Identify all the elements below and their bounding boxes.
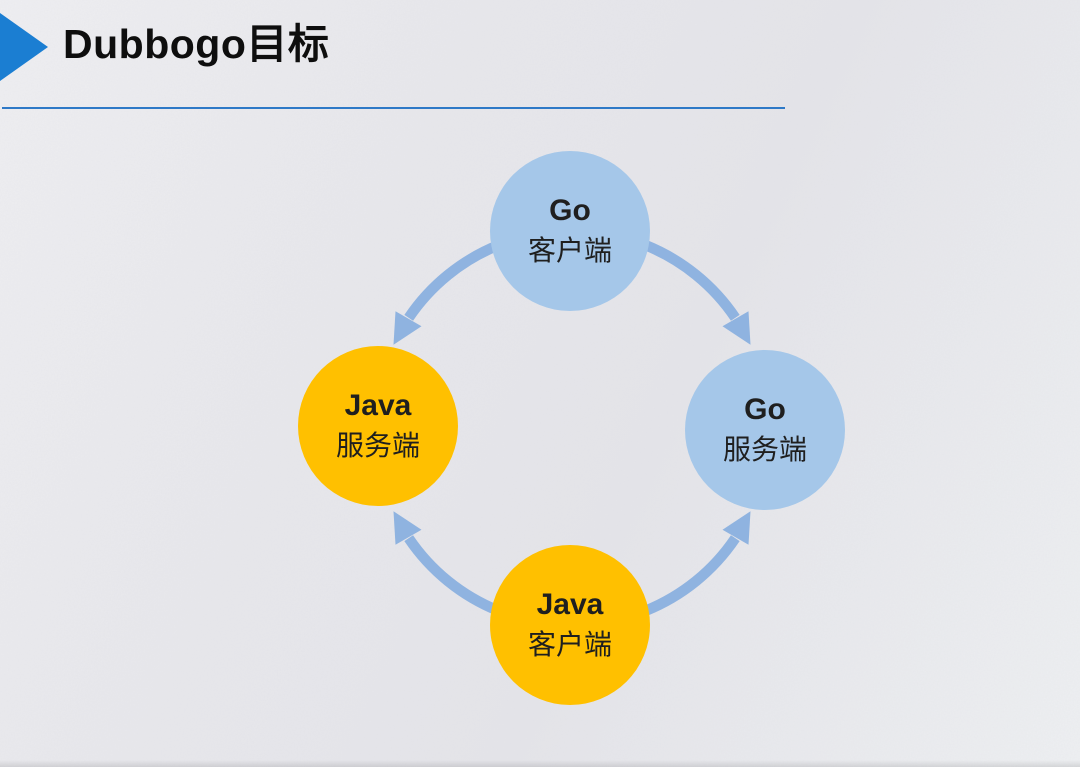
- node-label-lang: Go: [744, 392, 786, 426]
- edge-java-client-to-java-server: [393, 511, 501, 616]
- node-java-server: Java 服务端: [298, 346, 458, 506]
- node-go-server: Go 服务端: [685, 350, 845, 510]
- arrowhead-icon: [393, 311, 422, 345]
- arrowhead-icon: [722, 311, 751, 345]
- edge-curve: [643, 535, 740, 616]
- node-label-role: 服务端: [722, 434, 807, 466]
- node-label-lang: Java: [344, 388, 412, 422]
- edge-curve: [404, 240, 501, 321]
- node-java-client: Java 客户端: [490, 545, 650, 705]
- node-label-lang: Go: [549, 193, 591, 227]
- edge-curve: [404, 535, 501, 616]
- node-label-role: 客户端: [527, 235, 612, 267]
- node-go-client: Go 客户端: [490, 151, 650, 311]
- arrowhead-icon: [393, 511, 422, 545]
- arrowhead-icon: [722, 511, 751, 545]
- node-label-role: 服务端: [335, 430, 420, 462]
- node-label-role: 客户端: [527, 629, 612, 661]
- edge-curve: [643, 240, 740, 321]
- edge-go-client-to-java-server: [393, 240, 501, 345]
- edge-java-client-to-go-server: [643, 511, 751, 616]
- slide-title: Dubbogo目标: [63, 21, 330, 67]
- node-label-lang: Java: [536, 587, 604, 621]
- edge-go-client-to-go-server: [643, 240, 751, 345]
